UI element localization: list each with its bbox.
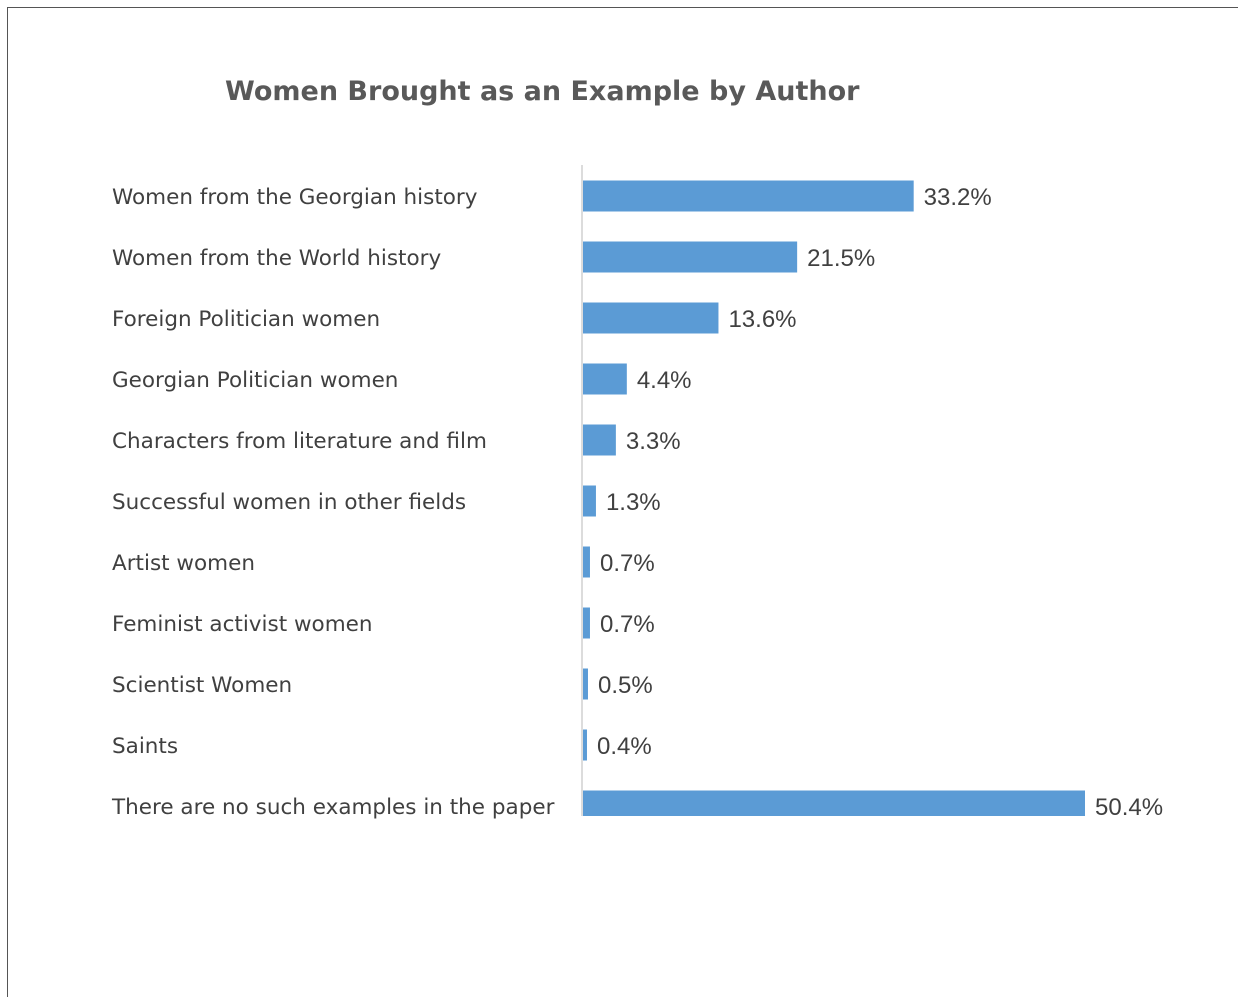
category-label: Foreign Politician women [112,307,380,332]
bar [583,180,914,212]
data-label: 4.4% [637,367,692,394]
bar [583,424,616,456]
data-label: 1.3% [606,489,661,516]
data-label: 13.6% [728,306,796,333]
data-label: 21.5% [807,245,875,272]
data-label: 0.7% [600,550,655,577]
clip-mask [560,816,1220,836]
bar [583,363,627,395]
bar [583,729,587,761]
category-label: Scientist Women [112,673,292,698]
category-label: Women from the Georgian history [112,185,478,210]
bar [583,607,590,639]
category-label: Women from the World history [112,246,441,271]
data-label: 3.3% [626,428,681,455]
bar [583,485,596,517]
data-label: 0.4% [597,733,652,760]
bar-rows: Women from the Georgian history 33.2% Wome… [111,180,1163,822]
category-label: Successful women in other fields [112,490,466,515]
category-label: Saints [112,734,178,759]
category-label: Artist women [112,551,255,576]
bar [583,546,590,578]
category-label: Georgian Politician women [112,368,398,393]
data-label: 0.7% [600,611,655,638]
category-label: There are no such examples in the paper [111,795,555,820]
category-label: Feminist activist women [112,612,373,637]
category-label: Characters from literature and film [112,429,487,454]
chart-title: Women Brought as an Example by Author [225,76,860,107]
data-label: 0.5% [598,672,653,699]
data-label: 33.2% [924,184,992,211]
bar [583,241,798,273]
bar [583,668,588,700]
bar [583,302,719,334]
chart-frame [7,7,1238,997]
